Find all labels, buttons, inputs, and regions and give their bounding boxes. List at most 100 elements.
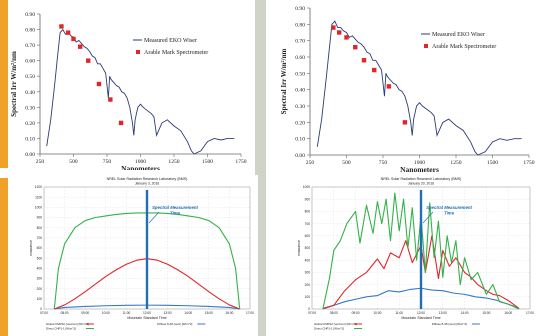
x-tick-label: 11:00 [395,311,403,315]
x-tick-label: 1500 [202,159,213,165]
x-tick-label: 12:00 [417,311,425,315]
x-axis-label: Nanometers [400,165,439,172]
y-tick-label: 1000 [35,206,42,210]
data-point-arable-mark [86,58,91,63]
chart-background [266,0,539,172]
x-tick-label: 11:00 [123,311,131,315]
x-tick-label: 13:00 [164,311,172,315]
data-point-arable-mark [78,44,83,49]
legend-label: Diffuse 8-48 (vent) [W/m^2] [432,322,467,326]
data-point-arable-mark [372,67,377,73]
y-tick-label: 0.40 [25,90,35,96]
y-tick-label: 100 [305,295,311,299]
y-tick-label: 900 [37,216,43,220]
spectral-chart-top-left: 0.00 0.10 0.20 0.30 0.40 0.50 0.60 0.70 0.80 0.90… [8,0,255,170]
spectral-chart-top-right: 0.00 0.10 0.20 0.30 0.40 0.50 0.60 0.70 0.80 0.90… [266,0,539,172]
legend-label: Diffuse 8-48 (vent) [W/m^2] [157,322,192,326]
x-tick-label: 07:00 [40,311,48,315]
x-tick-label: 1250 [450,160,461,166]
y-tick-label: 500 [305,246,311,250]
y-tick-label: 1000 [303,185,310,189]
data-point-arable-mark [331,25,336,30]
x-tick-label: 1750 [235,159,246,165]
chart-panel-top-right: 0.00 0.10 0.20 0.30 0.40 0.50 0.60 0.70 0.80 0.90… [266,0,539,172]
data-point-arable-mark [118,120,124,126]
data-point-arable-mark [361,58,367,63]
y-tick-label: 0.90 [25,12,35,18]
y-tick-label: 1100 [35,195,42,199]
data-point-arable-mark [71,36,76,42]
x-tick-label: 08:00 [61,311,69,315]
y-tick-label: 200 [305,283,311,287]
orange-accent-bar-lower [0,178,8,336]
x-tick-label: 250 [306,160,315,166]
y-tick-label: 700 [305,222,311,226]
y-axis-label: Spectral Irr W/m²/nm [280,49,288,115]
y-tick-label: 100 [37,297,43,301]
data-point-arable-mark [344,35,349,40]
x-tick-label: 16:00 [504,311,512,315]
series-line-direct [322,192,520,310]
y-axis-label: Irradiance [30,240,33,256]
x-tick-label: 17:00 [526,311,534,315]
y-tick-label: 600 [37,246,43,250]
y-tick-label: 0.00 [295,153,305,159]
y-tick-label: 0 [308,307,310,311]
data-point-arable-mark [402,120,408,125]
legend-label: Arable Mark Spectrometer [144,50,208,56]
y-tick-label: 0.60 [25,59,35,65]
data-point-arable-mark [96,81,102,87]
data-point-arable-mark [386,84,392,89]
data-point-arable-mark [59,24,64,29]
x-tick-label: 1750 [523,160,534,166]
data-point-arable-mark [337,30,342,35]
x-axis-label: Mountain Standard Time [127,316,166,320]
x-tick-label: 10:00 [102,311,110,315]
x-tick-label: 750 [379,160,388,166]
y-tick-label: 0 [40,307,42,311]
y-tick-label: 0.50 [295,71,305,77]
y-tick-label: 700 [37,236,43,240]
y-tick-label: 0.60 [295,55,305,61]
y-tick-label: 0.70 [25,43,35,49]
chart-title: NREL Solar Radiation Research Laboratory… [381,177,462,181]
x-tick-label: 08:00 [330,311,338,315]
y-tick-label: 1200 [35,185,42,189]
y-tick-label: 0.50 [25,74,35,80]
y-tick-label: 800 [37,226,43,230]
y-tick-label: 400 [37,267,43,271]
legend-label: Global CMP22 (vent/cor) [W/m^2] [314,322,357,326]
y-tick-label: 0.10 [295,137,305,143]
chart-panel-bottom-right: NREL Solar Radiation Research Laboratory… [298,175,539,336]
y-tick-label: 0.90 [295,6,305,12]
legend-label: Arable Mark Spectrometer [432,44,496,50]
y-tick-label: 500 [37,256,43,260]
annotation-arrow [422,211,434,224]
x-tick-label: 14:00 [184,311,192,315]
annotation-label: Spectral Measurement [152,205,198,210]
legend-label: Measured EKO Wiser [144,38,197,44]
legend-label: Global CMP22 (vent/cor) [W/m^2] [46,322,89,326]
x-axis-label: Nanometers [121,164,160,170]
data-point-arable-mark [108,97,113,102]
x-tick-label: 500 [69,159,78,165]
x-tick-label: 09:00 [81,311,89,315]
x-tick-label: 1000 [414,160,425,166]
y-tick-label: 0.10 [25,136,35,142]
x-tick-label: 1500 [487,160,498,166]
chart-title: NREL Solar Radiation Research Laboratory… [107,177,188,181]
annotation-label: Time [170,211,181,216]
y-tick-label: 0.00 [25,152,35,158]
chart-subtitle: January 3, 2016 [135,182,159,186]
x-tick-label: 09:00 [352,311,360,315]
x-tick-label: 13:00 [439,311,447,315]
y-tick-label: 0.20 [295,120,305,126]
orange-accent-bar [0,0,8,168]
y-tick-label: 0.30 [25,105,35,111]
y-tick-label: 0.80 [25,28,35,34]
y-axis-label: Irradiance [298,240,301,256]
y-tick-label: 0.40 [295,88,305,94]
annotation-label: Spectral Measurement [426,205,472,210]
chart-background [8,0,255,170]
